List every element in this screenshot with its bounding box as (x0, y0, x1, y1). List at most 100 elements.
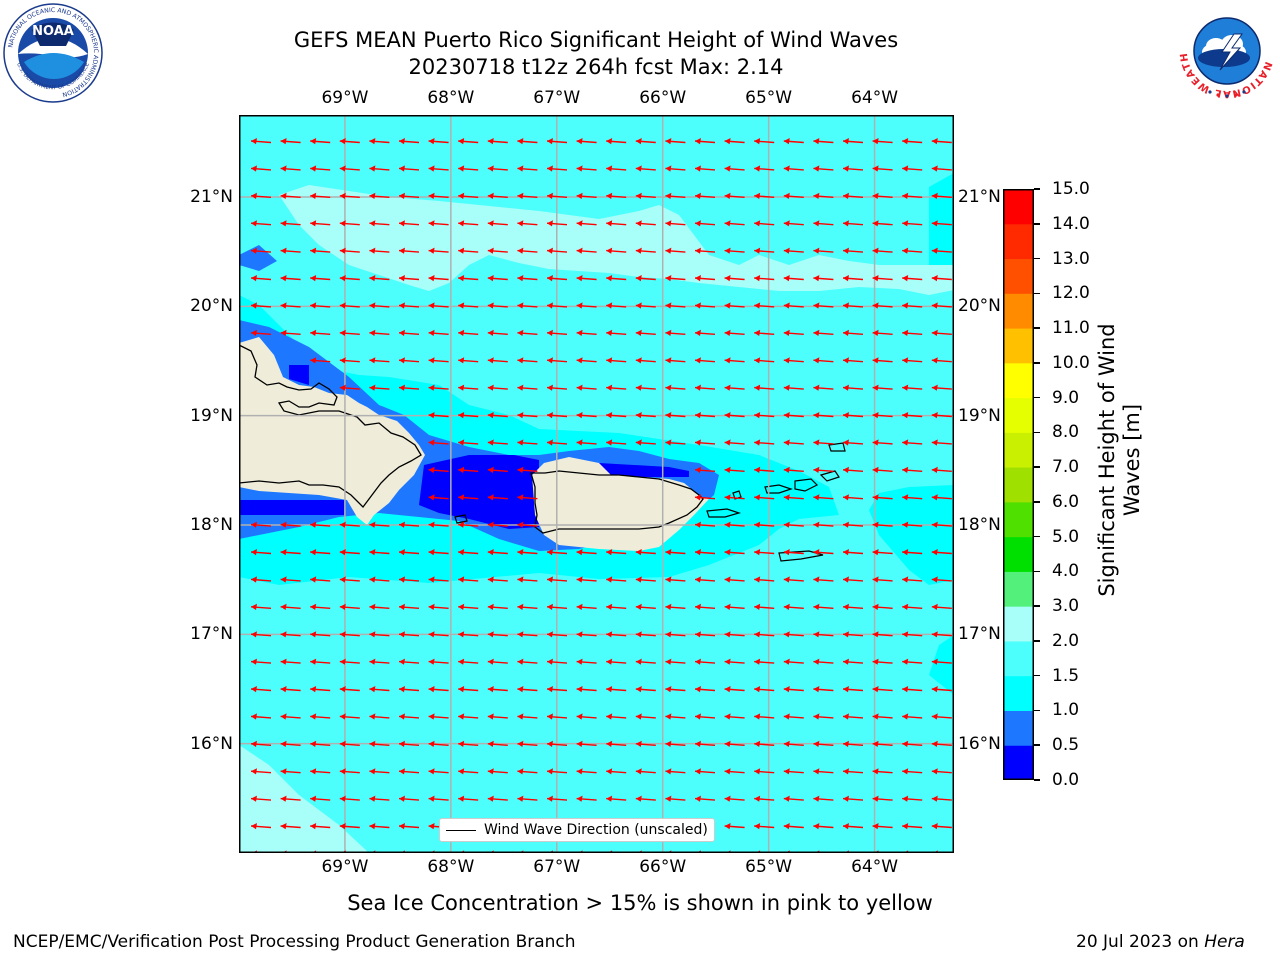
colorbar-tick-label: 4.0 (1052, 561, 1080, 582)
wind-wave-arrow (250, 823, 272, 830)
wind-wave-arrow (339, 384, 360, 391)
wind-wave-arrow (842, 658, 864, 665)
wind-wave-arrow (250, 576, 272, 583)
wind-wave-arrow (635, 412, 656, 419)
colorbar-tick-mark (1034, 709, 1040, 712)
wind-wave-arrow (902, 795, 923, 802)
wind-wave-arrow (310, 192, 331, 199)
colorbar-tick-label: 9.0 (1052, 387, 1080, 408)
wind-wave-arrow (902, 576, 923, 583)
wind-wave-arrow (487, 713, 508, 720)
wind-wave-arrow (398, 521, 420, 528)
wind-wave-arrow (694, 494, 716, 501)
wind-wave-arrow (398, 740, 420, 747)
lon-tick-top: 66°W (639, 88, 687, 108)
wind-wave-arrow (280, 138, 301, 145)
wind-wave-arrow (902, 686, 923, 693)
wind-wave-arrow (250, 192, 272, 199)
wind-wave-arrow (783, 768, 804, 775)
wind-wave-arrow (546, 576, 568, 583)
lon-tick-bottom: 69°W (321, 857, 369, 877)
wind-wave-arrow (487, 658, 508, 665)
wind-wave-arrow (842, 247, 864, 254)
wind-wave-arrow (369, 384, 390, 391)
wind-wave-arrow (369, 740, 390, 747)
field-0-5-1-northwest (239, 245, 277, 271)
wind-wave-arrow (458, 192, 479, 199)
wind-wave-arrow (280, 795, 301, 802)
wind-wave-arrow (517, 165, 538, 172)
colorbar-tick-label: 8.0 (1052, 422, 1080, 443)
wind-wave-arrow (428, 494, 449, 501)
wind-wave-arrow (694, 329, 716, 336)
wind-wave-arrow (902, 384, 923, 391)
wind-wave-arrow (428, 549, 449, 556)
wind-wave-arrow (813, 740, 834, 747)
wind-wave-arrow (754, 412, 775, 419)
wind-wave-arrow (724, 658, 745, 665)
wind-wave-arrow (635, 576, 656, 583)
wind-wave-arrow (694, 165, 716, 172)
wind-wave-arrow (813, 302, 834, 309)
wind-wave-arrow (458, 603, 479, 610)
wind-wave-arrow (280, 713, 301, 720)
wind-wave-arrow (813, 192, 834, 199)
wind-wave-arrow (694, 603, 716, 610)
wind-wave-arrow (398, 686, 420, 693)
wind-wave-arrow (754, 658, 775, 665)
wind-wave-arrow (872, 795, 893, 802)
wind-wave-arrow (872, 329, 893, 336)
noaa-logo: NOAA NATIONAL OCEANIC AND ATMOSPHERIC AD… (2, 2, 104, 104)
wind-wave-arrow (428, 740, 449, 747)
wind-wave-arrow (458, 329, 479, 336)
wind-wave-arrow (339, 603, 360, 610)
wind-wave-arrow (754, 740, 775, 747)
wind-wave-arrow (635, 631, 656, 638)
wind-wave-arrow (606, 686, 627, 693)
lon-tick-bottom: 67°W (533, 857, 581, 877)
wind-wave-arrow (813, 603, 834, 610)
wind-wave-arrow (398, 823, 420, 830)
lon-tick-top: 67°W (533, 88, 581, 108)
wind-wave-arrow (931, 384, 952, 391)
colorbar-tick-label: 12.0 (1052, 283, 1090, 304)
wind-wave-arrow (931, 631, 952, 638)
wind-wave-arrow (635, 603, 656, 610)
lat-tick-left: 17°N (190, 624, 233, 645)
wind-wave-arrow (783, 357, 804, 364)
wind-wave-arrow (546, 138, 568, 145)
wind-wave-arrow (931, 329, 952, 336)
wind-wave-arrow (310, 302, 331, 309)
wind-wave-arrow (931, 823, 952, 830)
wind-wave-arrow (606, 302, 627, 309)
wind-wave-arrow (428, 192, 449, 199)
wind-wave-arrow (310, 768, 331, 775)
lon-tick-bottom: 65°W (745, 857, 793, 877)
wind-wave-arrow (872, 576, 893, 583)
wind-wave-arrow (487, 768, 508, 775)
lat-tick-left: 20°N (190, 296, 233, 317)
wind-wave-arrow (576, 603, 597, 610)
colorbar-tick-mark (1034, 501, 1040, 503)
wind-wave-arrow (842, 138, 864, 145)
wind-wave-arrow (606, 631, 627, 638)
wind-wave-arrow (872, 768, 893, 775)
wind-wave-arrow (754, 165, 775, 172)
wind-wave-arrow (694, 302, 716, 309)
wind-wave-arrow (842, 165, 864, 172)
wind-wave-arrow (813, 494, 834, 501)
wind-wave-arrow (339, 138, 360, 145)
wind-wave-arrow (369, 823, 390, 830)
wind-wave-arrow (635, 220, 656, 227)
wind-wave-arrow (428, 275, 449, 282)
wind-wave-arrow (339, 631, 360, 638)
wind-wave-arrow (546, 302, 568, 309)
colorbar-tick-mark (1034, 188, 1040, 190)
wind-wave-arrow (398, 275, 420, 282)
wind-wave-arrow (694, 658, 716, 665)
colorbar-tick-label: 2.0 (1052, 630, 1080, 651)
wind-wave-arrow (813, 138, 834, 145)
wind-wave-arrow (754, 439, 775, 446)
wind-wave-arrow (813, 658, 834, 665)
wind-wave-arrow (754, 603, 775, 610)
